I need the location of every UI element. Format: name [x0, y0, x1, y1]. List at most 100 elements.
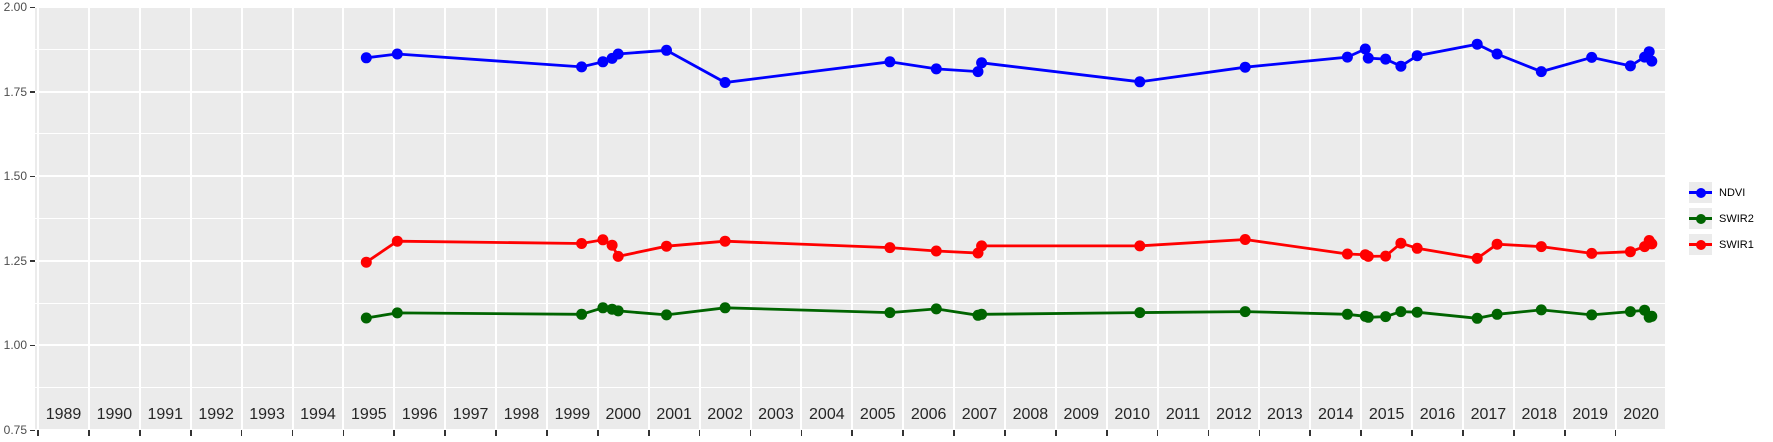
- x-axis-tick-mark: [189, 430, 192, 436]
- data-point-NDVI: [976, 57, 988, 69]
- legend-key-NDVI: [1689, 182, 1712, 203]
- x-axis-year-label: 2019: [1572, 406, 1608, 423]
- x-axis-year-label: 2008: [1012, 406, 1049, 423]
- data-point-SWIR1: [606, 239, 618, 251]
- x-axis-year-label: 2018: [1521, 406, 1558, 423]
- data-point-SWIR1: [1624, 246, 1636, 258]
- x-axis-year-label: 2005: [859, 406, 896, 423]
- legend-label: SWIR1: [1719, 238, 1754, 251]
- data-point-SWIR2: [1239, 306, 1251, 318]
- y-axis-tick-mark: [30, 260, 35, 262]
- x-axis-tick-mark: [749, 430, 752, 436]
- major-gridline-v: [953, 7, 956, 430]
- x-axis-year-label: 2013: [1267, 406, 1303, 423]
- x-axis-tick-mark: [800, 430, 803, 436]
- major-gridline-v: [138, 7, 141, 430]
- major-gridline-v: [342, 7, 345, 430]
- data-point-NDVI: [360, 52, 372, 64]
- major-gridline-v: [749, 7, 752, 430]
- x-axis-year-label: 1994: [300, 406, 336, 423]
- data-point-SWIR2: [1586, 309, 1598, 321]
- x-axis-tick-mark: [291, 430, 294, 436]
- x-axis-tick-mark: [1258, 430, 1261, 436]
- x-axis-year-label: 2016: [1419, 406, 1456, 423]
- major-gridline-v: [291, 7, 294, 430]
- x-axis-tick-mark: [1156, 430, 1159, 436]
- x-axis-tick-mark: [88, 430, 90, 436]
- y-axis-tick-mark: [30, 429, 35, 432]
- major-gridline-h: [35, 429, 1665, 430]
- data-point-NDVI: [1586, 51, 1598, 63]
- data-point-SWIR1: [1586, 247, 1598, 259]
- y-axis-tick-mark: [30, 91, 35, 93]
- legend-label: NDVI: [1719, 186, 1746, 199]
- x-axis-year-label: 2012: [1216, 406, 1252, 423]
- x-axis-tick-mark: [1309, 430, 1312, 436]
- data-point-NDVI: [1359, 43, 1371, 55]
- major-gridline-v: [902, 7, 905, 430]
- x-axis-year-label: 2009: [1063, 406, 1100, 423]
- x-axis-tick-mark: [37, 430, 39, 436]
- major-gridline-v: [1563, 7, 1566, 430]
- data-point-SWIR1: [1491, 238, 1503, 250]
- major-gridline-v: [37, 7, 40, 430]
- major-gridline-v: [1054, 7, 1057, 430]
- y-axis-tick-label: 2.00: [3, 0, 27, 14]
- x-axis-year-label: 1997: [452, 406, 489, 423]
- data-point-SWIR1: [1646, 238, 1658, 250]
- x-axis-tick-mark: [1513, 430, 1515, 436]
- legend-item-SWIR2: SWIR2: [1689, 206, 1754, 232]
- x-axis-tick-mark: [1563, 430, 1566, 436]
- data-point-NDVI: [972, 66, 984, 78]
- data-point-SWIR1: [597, 234, 609, 246]
- major-gridline-v: [1360, 7, 1363, 430]
- major-gridline-v: [1614, 7, 1617, 430]
- data-point-NDVI: [1239, 61, 1251, 73]
- x-axis-year-label: 2006: [910, 406, 947, 423]
- data-point-SWIR2: [612, 305, 624, 317]
- major-gridline-h: [35, 344, 1665, 347]
- data-point-NDVI: [930, 63, 942, 75]
- x-axis-tick-mark: [1360, 430, 1362, 436]
- data-point-SWIR2: [1362, 311, 1374, 323]
- x-axis-tick-mark: [546, 430, 548, 436]
- data-point-SWIR2: [719, 302, 731, 314]
- data-point-SWIR2: [1411, 306, 1423, 318]
- x-axis-year-label: 1992: [198, 406, 234, 423]
- major-gridline-v: [1309, 7, 1312, 430]
- major-gridline-h: [35, 90, 1665, 93]
- data-point-NDVI: [1491, 48, 1503, 60]
- data-point-NDVI: [1380, 53, 1392, 65]
- x-axis-tick-mark: [851, 430, 854, 436]
- y-axis-tick-label: 1.75: [3, 84, 27, 99]
- x-axis-tick-mark: [1462, 430, 1464, 436]
- major-gridline-v: [495, 7, 498, 430]
- data-point-SWIR1: [360, 256, 372, 268]
- x-axis-tick-mark: [597, 430, 599, 436]
- major-gridline-v: [1105, 7, 1108, 430]
- x-axis-tick-mark: [240, 430, 243, 436]
- x-axis-year-label: 2020: [1623, 406, 1659, 423]
- major-gridline-v: [1461, 7, 1464, 430]
- data-point-SWIR1: [1380, 250, 1392, 262]
- major-gridline-h: [35, 7, 1665, 8]
- data-point-SWIR1: [576, 238, 588, 249]
- major-gridline-v: [1156, 7, 1159, 430]
- major-gridline-v: [698, 7, 701, 430]
- data-point-SWIR1: [1362, 250, 1374, 262]
- data-point-SWIR1: [930, 245, 942, 257]
- data-point-SWIR2: [1134, 307, 1146, 319]
- data-point-NDVI: [576, 61, 588, 73]
- x-axis-tick-mark: [139, 430, 141, 436]
- data-point-NDVI: [612, 48, 624, 60]
- data-point-SWIR1: [1535, 241, 1547, 253]
- major-gridline-v: [545, 7, 548, 430]
- data-point-NDVI: [597, 56, 609, 68]
- data-point-SWIR2: [1535, 304, 1547, 316]
- data-point-SWIR1: [976, 240, 988, 252]
- legend-item-SWIR1: SWIR1: [1689, 232, 1754, 258]
- data-point-SWIR2: [1395, 306, 1407, 318]
- minor-gridline-h: [35, 302, 1665, 304]
- legend-point-swatch: [1695, 213, 1706, 224]
- data-point-SWIR1: [612, 250, 624, 262]
